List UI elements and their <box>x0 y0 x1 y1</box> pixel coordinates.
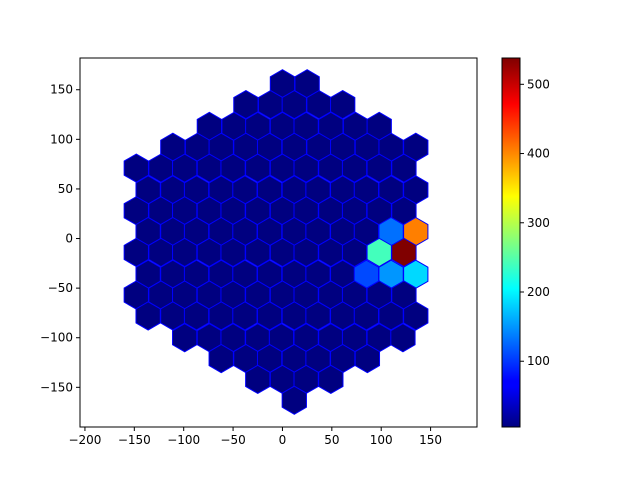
y-axis: −150 −100 −50 0 50 100 150 <box>40 83 80 394</box>
y-tick-label: 50 <box>58 182 73 196</box>
colorbar-tick-label: 400 <box>527 147 550 161</box>
y-tick-label: −150 <box>40 380 73 394</box>
x-tick-label: 0 <box>279 433 287 447</box>
hex-cell <box>354 343 381 374</box>
y-tick-label: 150 <box>50 83 73 97</box>
colorbar: 100 200 300 400 500 <box>501 57 550 428</box>
colorbar-tick-label: 300 <box>527 216 550 230</box>
x-tick-label: −150 <box>118 433 151 447</box>
colorbar-ticks: 100 200 300 400 500 <box>520 77 550 368</box>
x-axis: −200 −150 −100 −50 0 50 100 150 <box>68 427 442 447</box>
x-tick-label: 100 <box>370 433 393 447</box>
y-tick-label: −100 <box>40 331 73 345</box>
x-tick-label: 50 <box>324 433 339 447</box>
hex-cell <box>318 364 344 395</box>
x-tick-label: −50 <box>220 433 245 447</box>
colorbar-frame <box>501 57 521 428</box>
colorbar-tick-label: 200 <box>527 285 550 299</box>
y-tick-label: −50 <box>48 281 73 295</box>
hex-cell <box>403 301 429 331</box>
plot-frame <box>79 57 478 428</box>
hex-cell <box>281 385 307 415</box>
y-tick-label: 0 <box>65 232 73 246</box>
colorbar-tick-label: 500 <box>527 77 550 91</box>
plot-area: −200 −150 −100 −50 0 50 100 150 −150 −100 −50 0 50 1… <box>40 57 478 447</box>
colorbar-gradient <box>502 58 520 427</box>
x-tick-label: −100 <box>167 433 200 447</box>
colorbar-tick-label: 100 <box>527 354 550 368</box>
hex-layer <box>123 69 429 415</box>
x-tick-label: −200 <box>68 433 101 447</box>
x-tick-label: 150 <box>419 433 442 447</box>
y-tick-label: 100 <box>50 132 73 146</box>
hex-cell <box>390 323 416 353</box>
